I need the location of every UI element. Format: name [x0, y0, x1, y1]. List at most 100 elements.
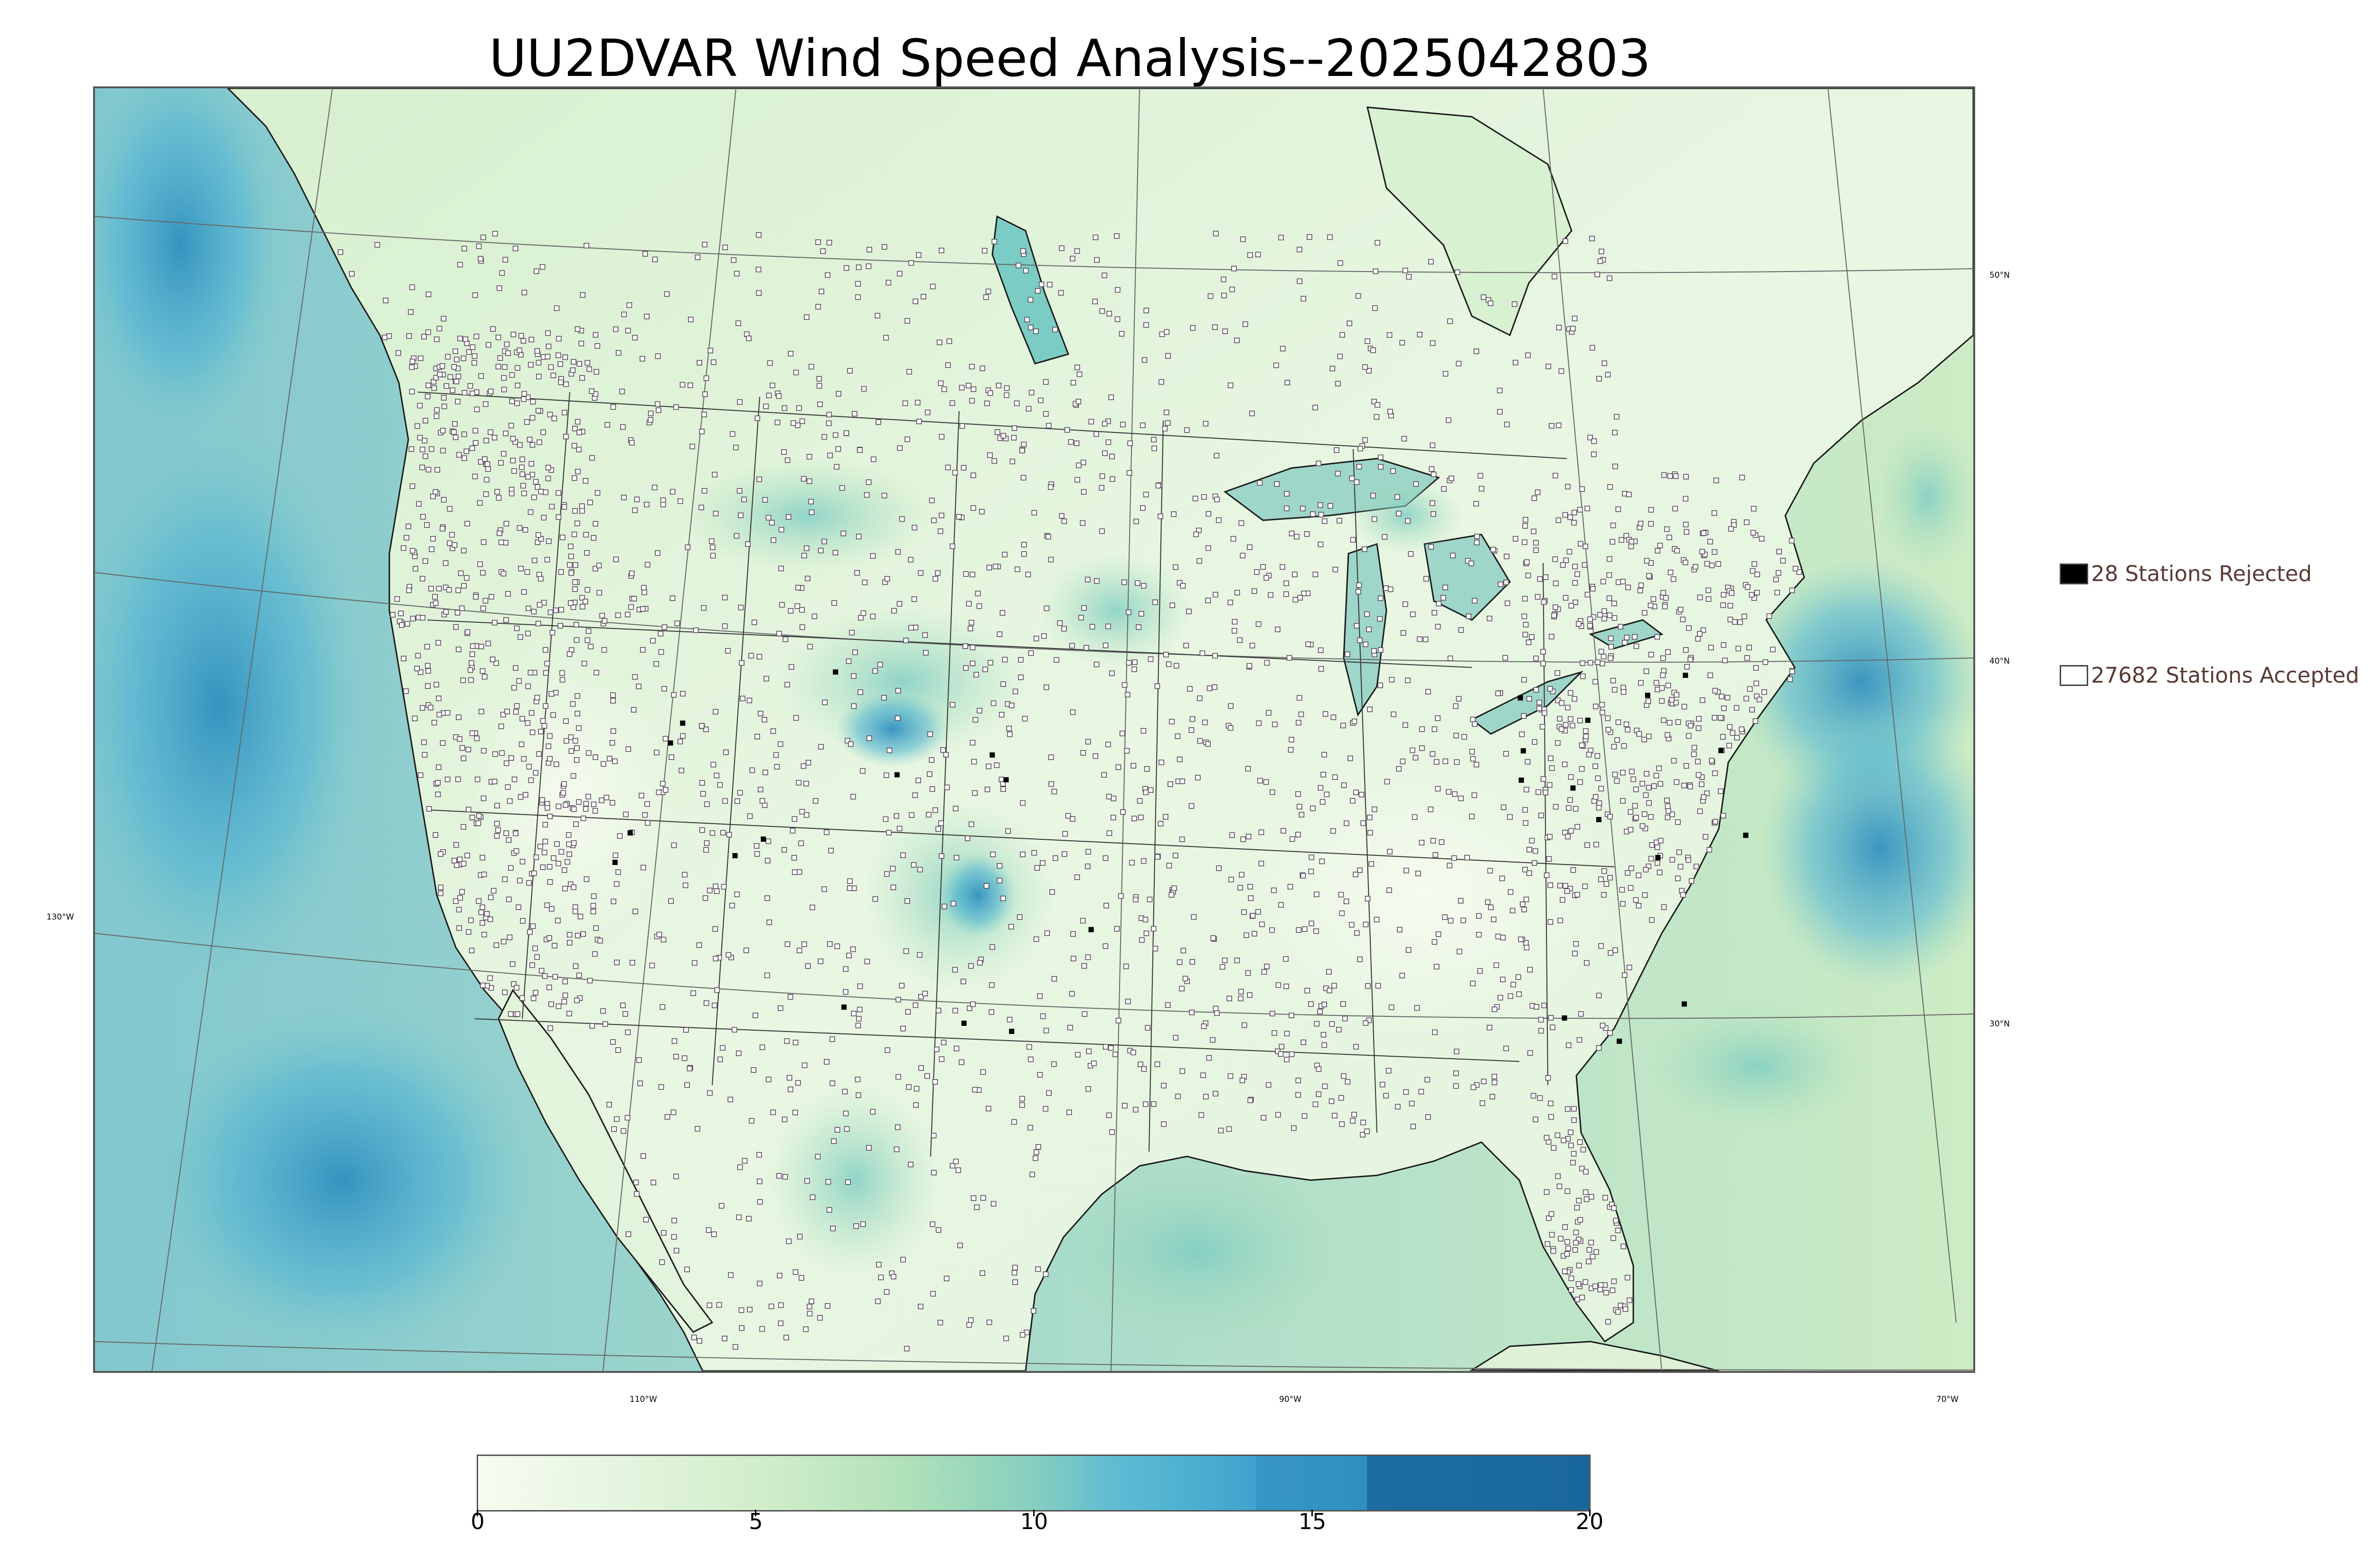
- station-accepted-marker: [574, 757, 580, 763]
- station-accepted-marker: [1044, 685, 1049, 690]
- station-accepted-marker: [480, 539, 487, 545]
- station-accepted-marker: [546, 538, 552, 544]
- station-accepted-marker: [503, 830, 509, 836]
- station-accepted-marker: [540, 864, 546, 870]
- station-accepted-marker: [1579, 742, 1585, 748]
- station-accepted-marker: [585, 794, 591, 799]
- station-accepted-marker: [656, 789, 662, 795]
- station-accepted-marker: [1021, 551, 1027, 557]
- station-accepted-marker: [844, 1126, 850, 1132]
- station-accepted-marker: [1264, 963, 1270, 969]
- station-accepted-marker: [1601, 654, 1607, 659]
- station-accepted-marker: [990, 1201, 997, 1207]
- station-accepted-marker: [1280, 346, 1286, 352]
- station-accepted-marker: [566, 651, 573, 657]
- station-accepted-marker: [525, 683, 531, 689]
- station-accepted-marker: [547, 733, 553, 739]
- station-accepted-marker: [521, 589, 527, 595]
- station-accepted-marker: [1033, 1149, 1039, 1155]
- station-accepted-marker: [1458, 627, 1464, 633]
- station-accepted-marker: [1284, 1057, 1290, 1062]
- station-accepted-marker: [1163, 652, 1169, 657]
- station-accepted-marker: [747, 813, 753, 819]
- station-accepted-marker: [1317, 1009, 1323, 1014]
- station-accepted-marker: [425, 663, 431, 669]
- station-accepted-marker: [524, 419, 530, 425]
- station-accepted-marker: [977, 960, 983, 966]
- station-accepted-marker: [1177, 756, 1183, 762]
- station-accepted-marker: [1545, 1075, 1551, 1081]
- station-accepted-marker: [870, 1109, 876, 1115]
- station-accepted-marker: [1011, 1119, 1017, 1125]
- station-accepted-marker: [1070, 255, 1075, 262]
- station-accepted-marker: [1020, 248, 1026, 254]
- station-accepted-marker: [1350, 798, 1356, 804]
- station-accepted-marker: [1753, 665, 1759, 671]
- station-accepted-marker: [924, 1073, 930, 1079]
- station-accepted-marker: [494, 488, 500, 495]
- station-accepted-marker: [1227, 382, 1234, 388]
- station-accepted-marker: [1577, 1217, 1583, 1223]
- station-accepted-marker: [649, 963, 655, 968]
- station-accepted-marker: [751, 1067, 756, 1073]
- station-accepted-marker: [535, 408, 541, 413]
- station-accepted-marker: [860, 1221, 866, 1227]
- station-accepted-marker: [851, 673, 857, 679]
- station-accepted-marker: [1603, 1290, 1609, 1296]
- wind-moderate-region: [769, 1085, 940, 1275]
- station-accepted-marker: [651, 484, 658, 490]
- station-accepted-marker: [702, 391, 708, 397]
- station-accepted-marker: [904, 318, 910, 324]
- station-accepted-marker: [1789, 587, 1795, 593]
- station-accepted-marker: [1449, 475, 1454, 481]
- station-accepted-marker: [1543, 574, 1549, 580]
- station-accepted-marker: [1476, 932, 1482, 938]
- station-accepted-marker: [1516, 991, 1522, 997]
- station-accepted-marker: [492, 751, 498, 757]
- map-panel[interactable]: [93, 86, 1975, 1373]
- station-accepted-marker: [1016, 263, 1021, 269]
- station-accepted-marker: [1447, 863, 1452, 869]
- station-accepted-marker: [494, 803, 500, 808]
- station-accepted-marker: [540, 718, 546, 724]
- station-accepted-marker: [593, 754, 598, 760]
- station-accepted-marker: [1105, 742, 1111, 747]
- station-accepted-marker: [804, 314, 810, 320]
- station-accepted-marker: [1145, 1025, 1150, 1031]
- station-accepted-marker: [653, 661, 659, 667]
- station-accepted-marker: [1140, 505, 1146, 511]
- station-accepted-marker: [556, 1003, 562, 1009]
- station-accepted-marker: [1256, 720, 1262, 726]
- station-accepted-marker: [1141, 858, 1147, 864]
- station-accepted-marker: [1278, 235, 1284, 241]
- station-accepted-marker: [1667, 473, 1673, 479]
- station-accepted-marker: [988, 660, 993, 666]
- station-accepted-marker: [579, 595, 585, 601]
- station-accepted-marker: [1106, 1112, 1112, 1118]
- station-accepted-marker: [1132, 659, 1138, 665]
- station-accepted-marker: [1608, 644, 1614, 650]
- station-accepted-marker: [701, 412, 707, 418]
- station-accepted-marker: [509, 372, 515, 378]
- station-rejected-marker: [1009, 1029, 1015, 1034]
- station-accepted-marker: [681, 1055, 688, 1061]
- station-accepted-marker: [727, 1097, 734, 1102]
- station-accepted-marker: [1544, 1135, 1550, 1141]
- station-accepted-marker: [884, 576, 890, 582]
- station-accepted-marker: [602, 1021, 608, 1027]
- station-accepted-marker: [1474, 539, 1480, 545]
- station-accepted-marker: [557, 623, 564, 629]
- station-accepted-marker: [1590, 345, 1595, 351]
- station-accepted-marker: [1189, 959, 1195, 965]
- station-accepted-marker: [464, 853, 470, 858]
- station-accepted-marker: [1684, 664, 1690, 670]
- station-accepted-marker: [499, 750, 505, 756]
- station-accepted-marker: [1143, 308, 1149, 314]
- station-accepted-marker: [629, 440, 635, 446]
- station-accepted-marker: [961, 978, 966, 985]
- station-accepted-marker: [1566, 549, 1573, 555]
- station-accepted-marker: [451, 858, 457, 864]
- station-accepted-marker: [462, 390, 468, 396]
- station-accepted-marker: [1008, 703, 1015, 708]
- station-accepted-marker: [1221, 292, 1227, 299]
